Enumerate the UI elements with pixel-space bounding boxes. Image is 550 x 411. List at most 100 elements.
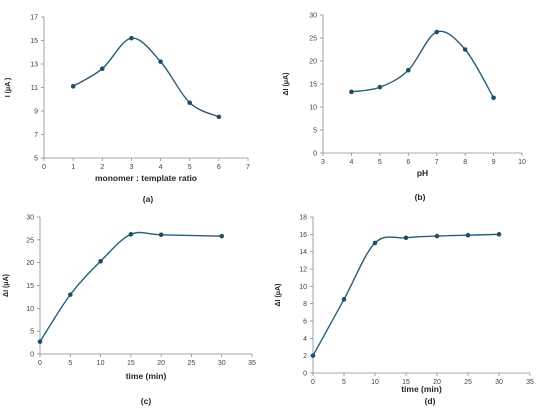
y-tick-label: 17 <box>30 15 38 22</box>
y-axis-label: ΔI (μA) <box>3 274 10 297</box>
x-tick-label: 10 <box>97 360 105 367</box>
y-axis-label: ΔI (μA) <box>275 284 282 307</box>
panel-label: (c) <box>141 396 152 406</box>
y-tick-label: 15 <box>309 82 317 89</box>
data-point <box>219 233 225 239</box>
data-point <box>128 232 134 237</box>
x-tick-label: 4 <box>159 164 163 171</box>
data-point <box>405 67 411 73</box>
data-point <box>341 297 347 302</box>
x-axis-label: time (min) <box>126 371 167 381</box>
y-tick-label: 10 <box>26 306 34 313</box>
x-tick-label: 35 <box>526 379 534 386</box>
x-tick-label: 0 <box>311 379 315 386</box>
y-tick-label: 4 <box>303 336 307 343</box>
chart-panel-a: 0 1 2 3 4 5 6 7 5 7 9 11 13 15 17 monomer : template ra… <box>5 15 250 205</box>
chart-panel-b: 3 4 5 6 7 8 9 10 0 5 10 15 20 25 30 pH ΔI (μA) (b) <box>283 13 526 203</box>
y-tick-label: 13 <box>30 62 38 69</box>
data-point <box>462 47 468 52</box>
y-axis-label: I (μA ) <box>5 78 12 98</box>
y-tick-label: 16 <box>299 232 307 239</box>
x-axis-label: time (min) <box>401 384 442 394</box>
data-point <box>158 232 164 238</box>
data-point <box>496 232 502 237</box>
data-point <box>70 84 76 89</box>
y-tick-label: 12 <box>299 267 307 274</box>
data-point <box>349 89 354 95</box>
x-tick-label: 20 <box>157 360 165 367</box>
x-tick-label: 5 <box>68 360 72 367</box>
series-line <box>312 233 500 357</box>
y-tick-label: 30 <box>26 215 34 222</box>
y-tick-label: 20 <box>26 260 34 267</box>
y-tick-label: 0 <box>303 371 307 378</box>
y-tick-label: 7 <box>34 132 38 139</box>
x-tick-label: 0 <box>38 360 42 367</box>
y-tick-label: 15 <box>26 283 34 290</box>
x-tick-label: 8 <box>463 159 467 166</box>
y-tick-label: 2 <box>303 353 307 360</box>
x-tick-label: 6 <box>217 164 221 171</box>
data-point <box>372 240 378 246</box>
x-tick-label: 10 <box>518 159 526 166</box>
x-axis-label: monomer : template ratio <box>95 173 197 183</box>
y-tick-label: 20 <box>309 59 317 66</box>
y-tick-label: 25 <box>26 237 34 244</box>
chart-panel-c: 0 5 10 15 20 25 30 35 0 5 10 15 20 25 30 time (min) ΔI (… <box>3 215 256 407</box>
y-tick-label: 10 <box>299 284 307 291</box>
x-tick-label: 6 <box>406 159 410 166</box>
x-tick-label: 35 <box>248 360 256 367</box>
x-tick-label: 3 <box>321 159 325 166</box>
y-tick-label: 0 <box>30 352 34 359</box>
y-tick-label: 5 <box>30 329 34 336</box>
data-point <box>403 235 409 241</box>
y-tick-label: 15 <box>30 38 38 45</box>
chart-panel-d: 0 5 10 15 20 25 30 35 0 2 4 6 8 10 12 14 16 18 time (min) Δ… <box>275 215 534 407</box>
x-tick-label: 5 <box>378 159 382 166</box>
y-tick-label: 6 <box>303 319 307 326</box>
data-point <box>158 59 163 64</box>
x-tick-label: 4 <box>349 159 353 166</box>
y-tick-label: 5 <box>313 128 317 135</box>
x-tick-label: 1 <box>71 164 75 171</box>
data-point <box>310 353 316 358</box>
y-tick-label: 9 <box>34 109 38 116</box>
y-tick-label: 30 <box>309 13 317 20</box>
y-tick-label: 25 <box>309 36 317 43</box>
x-tick-label: 30 <box>218 360 226 367</box>
data-point <box>99 66 105 71</box>
x-axis-label: pH <box>417 168 428 178</box>
y-tick-label: 18 <box>299 215 307 222</box>
x-tick-label: 7 <box>435 159 439 166</box>
y-tick-label: 0 <box>313 151 317 158</box>
data-point <box>434 29 440 35</box>
y-tick-label: 14 <box>299 249 307 256</box>
data-point <box>98 258 103 264</box>
y-tick-label: 10 <box>309 105 317 112</box>
panel-label: (a) <box>143 194 154 204</box>
x-tick-label: 9 <box>492 159 496 166</box>
x-tick-label: 20 <box>433 379 441 386</box>
x-tick-label: 0 <box>42 164 46 171</box>
x-tick-label: 5 <box>188 164 192 171</box>
panel-label: (b) <box>415 192 426 202</box>
data-point <box>377 84 383 90</box>
y-tick-label: 8 <box>303 301 307 308</box>
x-tick-label: 30 <box>495 379 503 386</box>
series-line <box>39 231 222 343</box>
data-point <box>491 95 496 101</box>
x-tick-label: 10 <box>371 379 379 386</box>
y-tick-label: 5 <box>34 156 38 163</box>
y-axis-label: ΔI (μA) <box>283 73 290 96</box>
data-point <box>67 292 73 297</box>
x-tick-label: 25 <box>464 379 472 386</box>
data-point <box>129 35 134 41</box>
x-tick-label: 2 <box>100 164 104 171</box>
data-point <box>434 233 440 239</box>
x-tick-label: 5 <box>342 379 346 386</box>
x-tick-label: 7 <box>246 164 250 171</box>
y-tick-label: 11 <box>31 85 38 92</box>
data-point <box>465 232 471 238</box>
series-line <box>351 30 495 99</box>
